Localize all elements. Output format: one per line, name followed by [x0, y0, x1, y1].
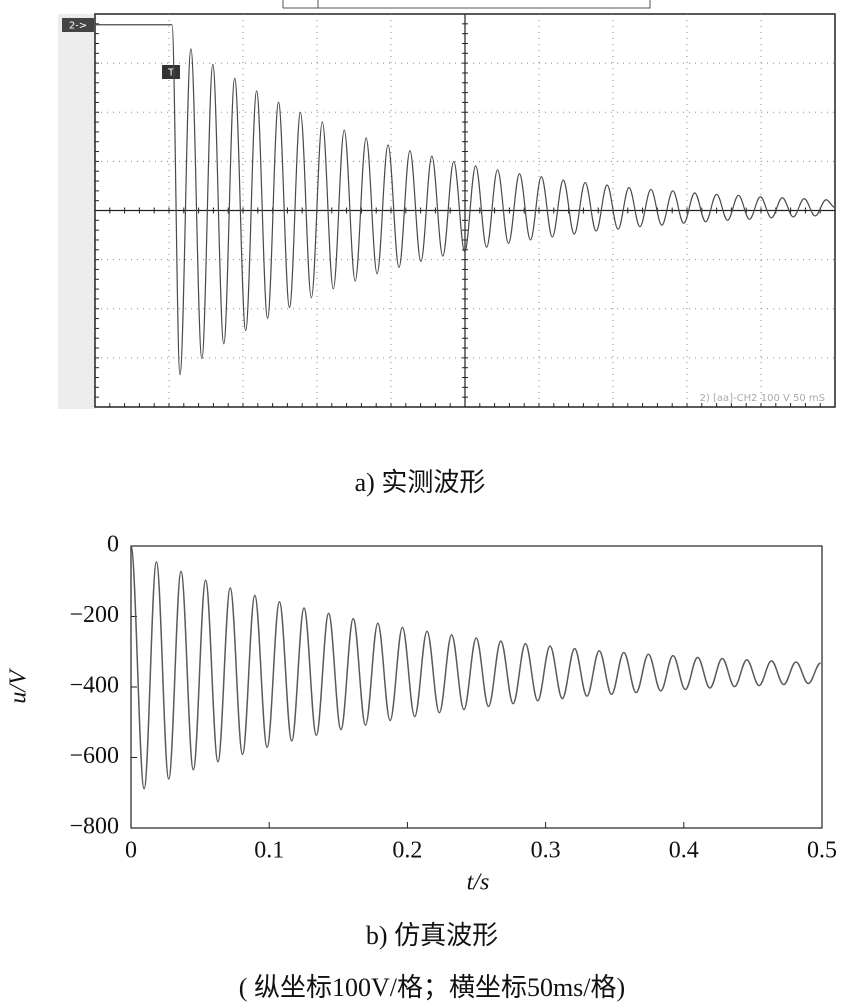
scope-side-panel	[58, 14, 95, 409]
scope-top-bracket	[282, 0, 651, 9]
channel-marker: 2->	[69, 21, 87, 32]
y-tick-label: −800	[69, 814, 119, 840]
x-tick-label: 0.3	[531, 838, 561, 864]
caption-note: ( 纵坐标100V/格；横坐标50ms/格)	[239, 973, 625, 1002]
x-axis-label: t/s	[467, 870, 490, 896]
y-tick-label: −600	[69, 743, 119, 769]
x-tick-label: 0.4	[669, 838, 699, 864]
trigger-marker-box	[162, 65, 180, 79]
caption: a) 实测波形	[355, 468, 486, 497]
caption: b) 仿真波形	[366, 921, 498, 950]
channel-marker-box	[62, 18, 94, 32]
y-tick-label: 0	[107, 532, 119, 558]
x-tick-label: 0.5	[807, 838, 837, 864]
x-tick-label: 0.2	[392, 838, 422, 864]
x-tick-label: 0.1	[254, 838, 284, 864]
x-tick-label: 0	[125, 838, 137, 864]
y-tick-label: −400	[69, 673, 119, 699]
waveform	[95, 24, 836, 376]
y-tick-label: −200	[69, 602, 119, 628]
plot-frame	[130, 545, 823, 829]
scope-status: 2) [aa]-CH2 100 V 50 mS	[700, 393, 825, 404]
trigger-marker: T	[167, 68, 175, 79]
y-axis-label: u/V	[6, 668, 32, 704]
waveform	[130, 545, 821, 790]
